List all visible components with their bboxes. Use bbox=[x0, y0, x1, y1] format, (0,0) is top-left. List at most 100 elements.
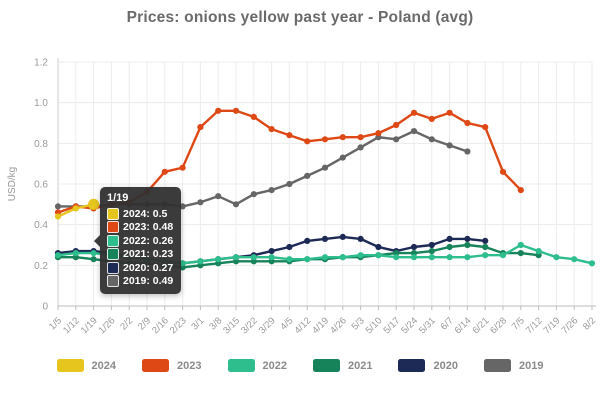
data-point-2022-4/19[interactable] bbox=[321, 254, 329, 261]
data-point-2020-6/21[interactable] bbox=[482, 237, 489, 244]
data-point-2022-5/10[interactable] bbox=[375, 252, 382, 259]
data-point-2020-5/10[interactable] bbox=[375, 243, 382, 251]
data-point-2021-1/19[interactable] bbox=[90, 256, 97, 263]
legend-item-2022[interactable]: 2022 bbox=[227, 359, 287, 372]
data-point-2022-6/7[interactable] bbox=[446, 254, 453, 261]
data-point-2019-1/5[interactable] bbox=[54, 203, 62, 210]
data-point-2021-7/5[interactable] bbox=[517, 250, 524, 257]
data-point-2019-3/15[interactable] bbox=[232, 201, 240, 208]
data-point-2022-1/12[interactable] bbox=[72, 250, 79, 257]
y-tick-label: 1.0 bbox=[34, 98, 48, 109]
data-point-2024-1/5[interactable] bbox=[54, 213, 62, 220]
data-point-2020-6/7[interactable] bbox=[446, 235, 453, 242]
data-point-2019-5/3[interactable] bbox=[357, 144, 364, 151]
data-point-2023-2/23[interactable] bbox=[179, 164, 186, 171]
data-point-2019-3/22[interactable] bbox=[250, 191, 257, 198]
data-point-2022-5/24[interactable] bbox=[410, 254, 418, 261]
data-point-2020-4/5[interactable] bbox=[286, 243, 293, 251]
data-point-2020-4/19[interactable] bbox=[321, 235, 329, 242]
data-point-2019-2/23[interactable] bbox=[179, 203, 186, 210]
data-point-2022-6/21[interactable] bbox=[482, 252, 489, 259]
data-point-2023-5/31[interactable] bbox=[428, 115, 435, 122]
y-axis-title: USD/kg bbox=[7, 167, 18, 201]
data-point-2021-6/7[interactable] bbox=[446, 243, 453, 251]
data-point-2024-1/12[interactable] bbox=[72, 205, 79, 212]
data-point-2021-5/31[interactable] bbox=[428, 248, 435, 255]
data-point-2023-6/7[interactable] bbox=[446, 109, 453, 116]
data-point-2019-6/14[interactable] bbox=[464, 148, 471, 155]
data-point-2022-7/5[interactable] bbox=[517, 241, 524, 249]
data-point-2023-6/14[interactable] bbox=[464, 119, 471, 127]
data-point-2020-4/26[interactable] bbox=[339, 233, 346, 240]
data-point-2023-4/19[interactable] bbox=[321, 136, 329, 143]
data-point-2022-2/23[interactable] bbox=[179, 260, 186, 267]
data-point-2022-4/26[interactable] bbox=[339, 254, 346, 261]
data-point-2023-6/21[interactable] bbox=[482, 124, 489, 131]
data-point-2019-4/12[interactable] bbox=[304, 172, 311, 179]
legend-item-2020[interactable]: 2020 bbox=[398, 359, 458, 372]
legend-item-2023[interactable]: 2023 bbox=[142, 359, 202, 372]
data-point-2020-5/24[interactable] bbox=[410, 243, 418, 251]
data-point-2022-6/14[interactable] bbox=[464, 254, 471, 261]
data-point-2020-4/12[interactable] bbox=[304, 237, 311, 244]
data-point-2022-5/17[interactable] bbox=[393, 254, 400, 261]
data-point-2020-6/14[interactable] bbox=[464, 235, 471, 242]
legend-item-2024[interactable]: 2024 bbox=[56, 359, 116, 372]
data-point-2023-5/3[interactable] bbox=[357, 134, 364, 141]
data-point-2022-5/3[interactable] bbox=[357, 252, 364, 259]
tooltip-row-text: 2020: 0.27 bbox=[123, 261, 174, 274]
data-point-2019-4/19[interactable] bbox=[321, 164, 329, 171]
legend-item-2019[interactable]: 2019 bbox=[483, 359, 543, 372]
data-point-2023-3/22[interactable] bbox=[250, 113, 257, 120]
data-point-2019-5/17[interactable] bbox=[393, 136, 400, 143]
data-point-2021-6/14[interactable] bbox=[464, 241, 471, 249]
data-point-2023-4/12[interactable] bbox=[304, 138, 311, 145]
data-point-2023-5/10[interactable] bbox=[375, 130, 382, 137]
data-point-2022-3/22[interactable] bbox=[250, 254, 257, 261]
data-point-2023-3/15[interactable] bbox=[232, 107, 240, 114]
data-point-2022-4/5[interactable] bbox=[286, 256, 293, 263]
data-point-2022-3/8[interactable] bbox=[215, 256, 222, 263]
data-point-2019-3/29[interactable] bbox=[268, 187, 275, 194]
data-point-2023-5/17[interactable] bbox=[393, 121, 400, 129]
data-point-2022-7/19[interactable] bbox=[553, 254, 560, 261]
data-point-2020-3/29[interactable] bbox=[268, 248, 275, 255]
data-point-2023-6/28[interactable] bbox=[499, 168, 507, 175]
data-point-2022-5/31[interactable] bbox=[428, 254, 435, 261]
data-point-2022-1/19[interactable] bbox=[90, 250, 97, 257]
data-point-2023-5/24[interactable] bbox=[410, 109, 418, 116]
data-point-2023-7/5[interactable] bbox=[517, 187, 524, 194]
data-point-2023-3/8[interactable] bbox=[215, 107, 222, 114]
data-point-2023-4/26[interactable] bbox=[339, 134, 346, 141]
data-point-2023-2/16[interactable] bbox=[161, 168, 168, 175]
data-point-2022-7/26[interactable] bbox=[571, 256, 578, 263]
legend-label: 2020 bbox=[433, 359, 458, 372]
data-point-2020-5/3[interactable] bbox=[357, 235, 364, 242]
data-point-2019-4/26[interactable] bbox=[339, 154, 346, 161]
data-point-2022-3/1[interactable] bbox=[197, 258, 204, 265]
data-point-2023-3/29[interactable] bbox=[268, 126, 275, 133]
legend-item-2021[interactable]: 2021 bbox=[313, 359, 372, 372]
data-point-2022-4/12[interactable] bbox=[304, 256, 311, 263]
data-point-2019-4/5[interactable] bbox=[286, 180, 293, 188]
data-point-2022-3/29[interactable] bbox=[268, 254, 275, 261]
highlighted-data-point[interactable] bbox=[88, 198, 100, 210]
data-point-2019-3/8[interactable] bbox=[215, 193, 222, 200]
data-point-2022-7/12[interactable] bbox=[535, 248, 542, 255]
data-point-2021-6/21[interactable] bbox=[482, 243, 489, 251]
legend: 2024 2023 2022 2021 2020 2019 bbox=[0, 359, 600, 372]
data-point-2023-3/1[interactable] bbox=[197, 124, 204, 131]
data-point-2019-6/7[interactable] bbox=[446, 142, 453, 149]
data-point-2023-4/5[interactable] bbox=[286, 132, 293, 139]
data-point-2022-6/28[interactable] bbox=[499, 252, 507, 259]
data-point-2019-3/1[interactable] bbox=[197, 199, 204, 206]
data-point-2020-5/31[interactable] bbox=[428, 241, 435, 249]
data-point-2022-1/5[interactable] bbox=[54, 252, 62, 259]
tooltip: 1/19 2024: 0.5 2023: 0.48 2022: 0.26 2021: … bbox=[93, 187, 182, 294]
data-point-2022-8/2[interactable] bbox=[588, 260, 596, 267]
data-point-2019-5/31[interactable] bbox=[428, 136, 435, 143]
tooltip-row-2024: 2024: 0.5 bbox=[107, 207, 173, 221]
data-point-2022-3/15[interactable] bbox=[232, 254, 240, 261]
data-point-2019-5/24[interactable] bbox=[410, 128, 418, 135]
